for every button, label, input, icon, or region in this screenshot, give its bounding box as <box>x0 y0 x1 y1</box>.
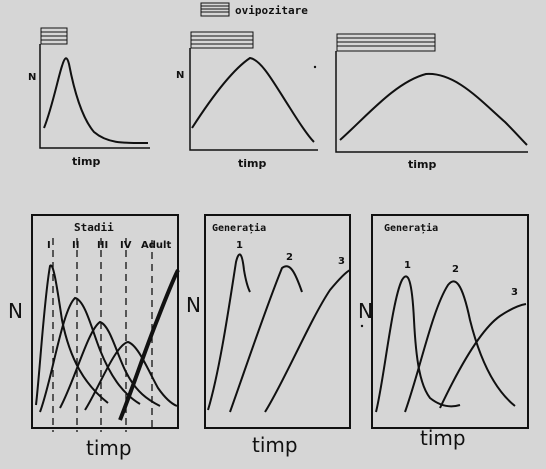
curve-top-2 <box>191 56 315 143</box>
top-panel-2: N timp <box>176 31 318 170</box>
gen-b-label-1: 1 <box>404 260 411 271</box>
gen-a-label-1: 1 <box>236 240 243 251</box>
x-label-stages: timp <box>86 436 132 460</box>
curve-stage-4 <box>84 340 178 411</box>
stray-mark <box>313 65 317 69</box>
y-label-top-2: N <box>176 70 184 81</box>
legend-label: ovipozitare <box>235 4 308 17</box>
stages-title: Stadii <box>74 221 114 234</box>
gen-a-title: Generația <box>212 222 266 234</box>
gen-a-label-3: 3 <box>338 256 345 267</box>
gen-b-label-3: 3 <box>511 287 518 298</box>
stage-curves <box>35 264 180 421</box>
stage-label-2: II <box>72 240 79 251</box>
gen-b-label-2: 2 <box>452 264 459 275</box>
oviposition-bar-3 <box>336 33 436 52</box>
gen-a-curves <box>207 253 351 413</box>
gen-b-curves <box>375 275 527 413</box>
gen-b-labels: 1 2 3 <box>404 260 518 298</box>
frame-gen-a <box>204 214 351 429</box>
legend: ovipozitare <box>200 2 308 17</box>
legend-swatch <box>200 2 230 17</box>
x-label-gen-a: timp <box>252 433 298 457</box>
oviposition-bar-2 <box>190 31 254 49</box>
curve-gen-b-3 <box>439 303 527 409</box>
curve-gen-a-2 <box>229 265 303 413</box>
frame-stages <box>31 214 179 429</box>
curve-stage-3 <box>59 320 161 409</box>
frame-gen-b <box>371 214 529 429</box>
curve-stage-2 <box>39 296 141 413</box>
curve-gen-b-1 <box>375 275 461 413</box>
curve-gen-a-1 <box>207 253 251 411</box>
bottom-panel-stages: Stadii I II III IV Adult N timp <box>8 214 180 460</box>
axes-top-2 <box>189 48 318 151</box>
top-panel-3: timp <box>313 33 528 171</box>
curve-top-1 <box>43 57 149 145</box>
stray-mark-b <box>360 324 364 328</box>
gen-a-labels: 1 2 3 <box>236 240 345 267</box>
curve-stage-1 <box>35 264 109 406</box>
stage-label-3: III <box>97 240 108 251</box>
stage-label-adult: Adult <box>141 240 171 251</box>
curve-adult <box>118 269 180 421</box>
top-panel-1: N timp <box>28 27 150 168</box>
y-label-gen-b: N <box>358 299 373 323</box>
oviposition-bar-1 <box>40 27 68 45</box>
bottom-panel-gen-b: Generația 1 2 3 N timp <box>358 214 529 450</box>
curve-gen-b-2 <box>404 280 516 413</box>
curve-gen-a-3 <box>264 269 351 413</box>
gen-b-title: Generația <box>384 222 438 234</box>
x-label-gen-b: timp <box>420 426 466 450</box>
gen-a-label-2: 2 <box>286 252 293 263</box>
stage-label-1: I <box>47 240 51 251</box>
x-label-top-3: timp <box>408 158 436 171</box>
axes-top-1 <box>39 44 150 149</box>
x-label-top-1: timp <box>72 155 100 168</box>
axes-top-3 <box>335 51 528 153</box>
curve-top-3 <box>339 72 528 146</box>
stage-label-4: IV <box>120 240 132 251</box>
stage-labels: I II III IV Adult <box>47 240 171 251</box>
bottom-panel-gen-a: Generația 1 2 3 timp <box>204 214 351 457</box>
y-label-top-1: N <box>28 72 36 83</box>
y-label-stages: N <box>8 299 23 323</box>
x-label-top-2: timp <box>238 157 266 170</box>
y-label-gen-a: N <box>186 293 201 317</box>
